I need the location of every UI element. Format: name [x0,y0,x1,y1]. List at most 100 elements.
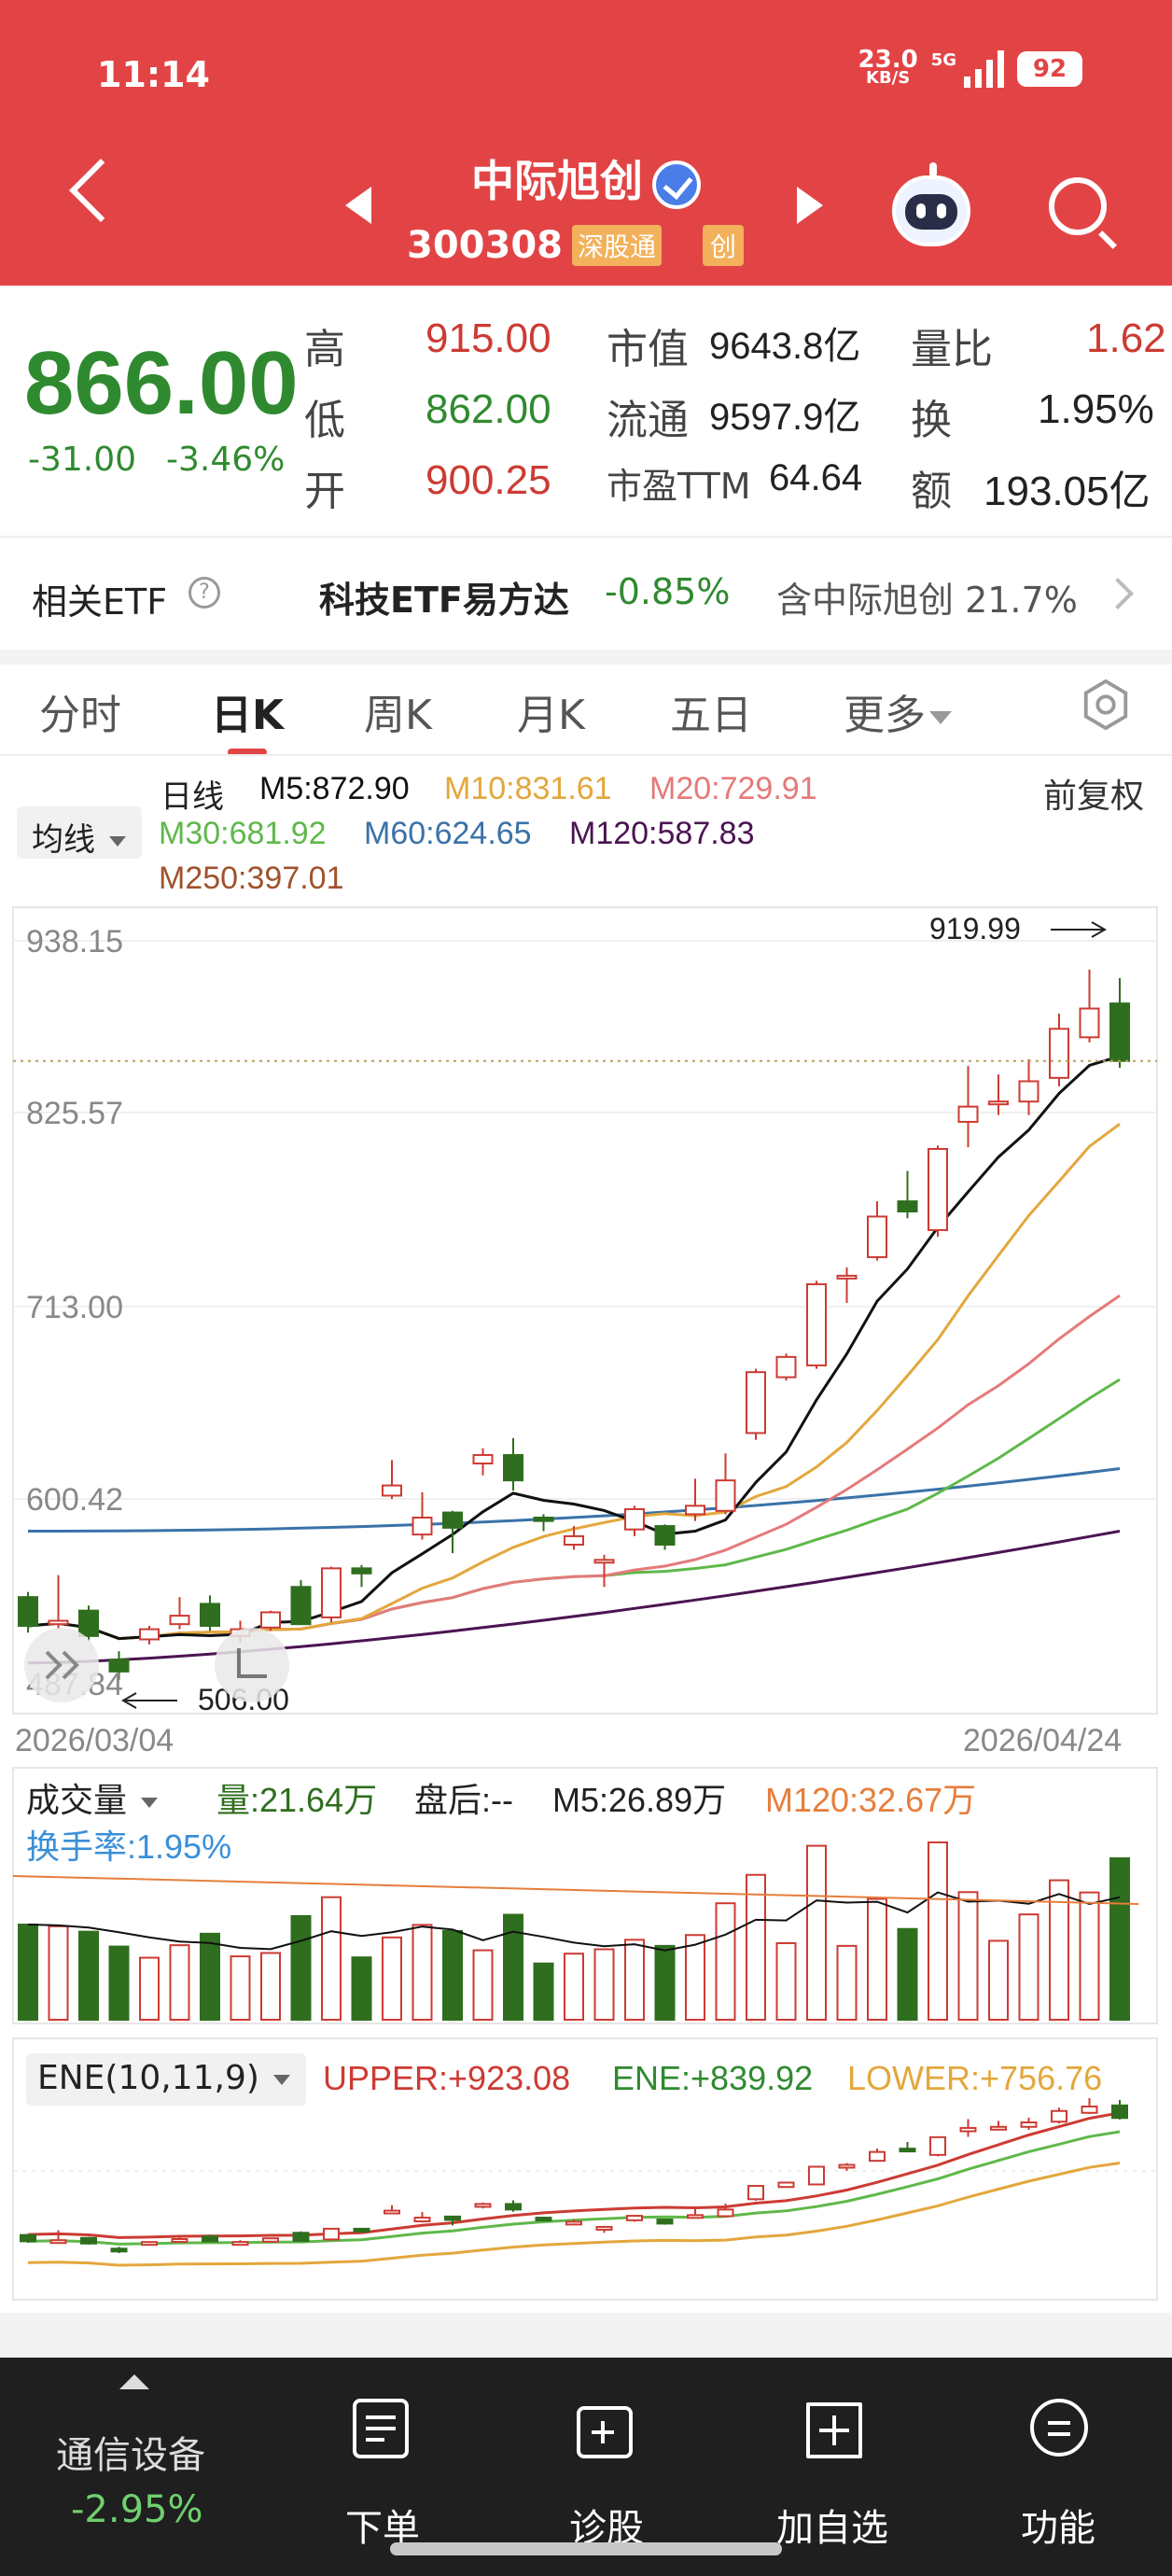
candle-body [775,1355,797,1379]
chart-settings-icon[interactable] [1079,678,1133,732]
open-label: 开 [304,468,345,515]
menu-icon[interactable] [1030,2399,1088,2457]
candle-body [321,1567,342,1618]
tab-monthly-k[interactable]: 月K [517,692,585,739]
turnover-value: 1.95% [1038,386,1154,432]
ene-candle-body [929,2135,946,2156]
stock-code: 300308 [407,224,563,267]
mktcap-label: 市值 [607,326,689,373]
active-tab-indicator [228,749,267,756]
volume-bar [988,1939,1009,2022]
y-tick-1: 938.15 [26,924,123,959]
volume-ma5-line [27,1891,1121,1952]
ene-candle-body [747,2185,764,2201]
sector-name[interactable]: 通信设备 [56,2434,205,2477]
ene-mid: ENE:+839.92 [612,2059,814,2097]
volume-bar [321,1896,342,2022]
ene-candle-body [110,2247,128,2253]
x-start-date: 2026/03/04 [15,1723,174,1758]
order-icon[interactable] [353,2399,409,2458]
crop-icon [215,1628,289,1702]
ene-candle-body [49,2239,67,2245]
ene-candle-body [202,2235,218,2243]
volume-bar [230,1955,251,2022]
ene-candle-body [353,2227,370,2233]
volume-bar [897,1927,918,2022]
amount-label: 额 [911,468,952,515]
status-icons: 23.0 KB/S 5G 92 [858,48,1082,88]
candle-body [503,1453,523,1482]
ma120-line [27,1530,1121,1665]
home-indicator [390,2542,782,2555]
ene-candle-body [838,2163,856,2169]
ene-candle-body [231,2241,249,2247]
candle-body [593,1559,615,1564]
ene-candle-body [959,2126,977,2133]
volume-bar [503,1913,523,2021]
volume-bar [351,1956,372,2022]
volume-bar [290,1914,312,2022]
chevron-down-icon [273,2074,291,2085]
volume-bar [1018,1913,1039,2021]
legend-daily: 日线 [160,779,224,815]
y-tick-3: 713.00 [26,1290,123,1325]
volume-bar [685,1934,705,2022]
ene-mid-line [27,2130,1121,2246]
divider [0,754,1172,756]
add-watchlist-icon[interactable] [806,2402,862,2458]
volume-bar [564,1953,584,2021]
candle-body [382,1484,402,1497]
prev-stock-icon[interactable] [345,187,371,224]
ene-candle-body [626,2215,643,2221]
search-icon[interactable] [1049,177,1107,235]
related-etf-bar[interactable]: 相关ETF ? 科技ETF易方达 -0.85% 含中际旭创 21.7% [0,536,1172,650]
etf-change: -0.85% [605,571,731,612]
volume-bar [1049,1879,1069,2021]
ene-indicator-selector[interactable]: ENE(10,11,9) [26,2053,306,2106]
help-icon[interactable]: ? [188,577,220,609]
next-stock-icon[interactable] [797,187,823,224]
kline-chart[interactable]: 938.15 825.57 713.00 600.42 487.84 2026/… [0,0,1172,2352]
low-value: 862.00 [426,386,551,432]
ene-candle-body [1081,2106,1098,2114]
ene-candle-body [444,2215,461,2221]
market-tag: 深股通 [572,225,663,266]
candle-body [290,1586,312,1626]
pe-value: 64.64 [769,457,863,498]
tab-more[interactable]: 更多 [844,681,952,741]
ene-candle-body [535,2217,552,2222]
ma-selector[interactable]: 均线 [17,806,142,859]
adjust-mode[interactable]: 前复权 [1043,777,1145,816]
candle-body [78,1609,99,1637]
volume-bar [867,1897,887,2021]
volratio-value: 1.62 [1086,315,1166,361]
candle-body [1109,1002,1130,1062]
expand-up-icon[interactable] [119,2374,149,2389]
candle-body [1049,1028,1069,1079]
assistant-robot-icon[interactable] [892,162,970,246]
app-header: 11:14 23.0 KB/S 5G 92 中际旭创 300308 深股通 创 [0,0,1172,286]
volume-bar [654,1944,676,2022]
tab-intraday[interactable]: 分时 [39,692,121,739]
ene-candle-body [1051,2109,1067,2123]
ene-candle-body [565,2220,582,2226]
volume-bar [1079,1891,1100,2021]
add-watchlist-button[interactable]: 加自选 [776,2507,888,2550]
tab-daily-k[interactable]: 日K [211,692,285,739]
candle-body [1018,1080,1039,1103]
ene-candle-body [595,2225,613,2231]
turnover-label: 换 [911,397,952,444]
candle-body [928,1147,948,1231]
pe-label: 市盈TTM [607,466,751,507]
diagnose-icon[interactable] [577,2406,633,2458]
ene-candle-body [717,2208,734,2218]
ene-candle-body [20,2233,36,2243]
ene-candle-body [171,2238,188,2244]
tab-five-day[interactable]: 五日 [670,692,752,739]
candle-body [108,1659,130,1673]
volume-bar [928,1841,948,2021]
functions-button[interactable]: 功能 [1021,2507,1095,2550]
volume-bar [169,1944,190,2022]
volume-indicator-selector[interactable]: 成交量 [26,1773,159,1822]
tab-weekly-k[interactable]: 周K [364,692,432,739]
